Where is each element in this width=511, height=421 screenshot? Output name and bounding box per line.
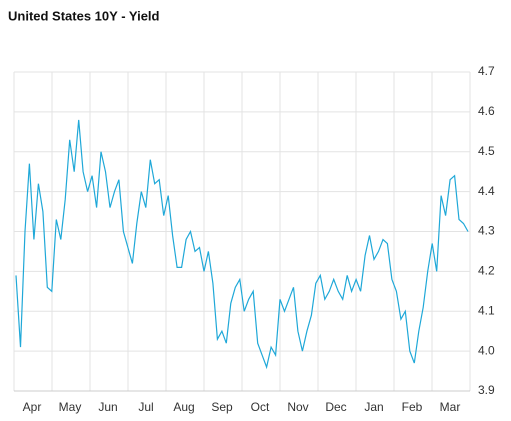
x-tick-label: Sep [211, 400, 233, 414]
y-tick-label: 4.6 [478, 104, 495, 118]
chart-title: United States 10Y - Yield [8, 8, 160, 23]
series-line [15, 119, 469, 370]
x-tick-label: Aug [173, 400, 194, 414]
x-tick-label: Apr [23, 400, 42, 414]
x-tick-label: Feb [402, 400, 423, 414]
x-tick-label: May [59, 400, 82, 414]
x-tick-label: Jul [138, 400, 153, 414]
y-tick-label: 4.7 [478, 64, 495, 78]
x-tick-label: Jun [98, 400, 117, 414]
y-tick-label: 4.1 [478, 303, 495, 317]
y-tick-label: 4.5 [478, 144, 495, 158]
x-tick-label: Jan [364, 400, 383, 414]
y-tick-label: 4.2 [478, 264, 495, 278]
y-tick-label: 4.0 [478, 343, 495, 357]
x-tick-label: Mar [440, 400, 461, 414]
y-tick-label: 4.3 [478, 224, 495, 238]
x-tick-label: Dec [325, 400, 346, 414]
y-tick-label: 4.4 [478, 184, 495, 198]
x-tick-label: Oct [251, 400, 270, 414]
y-tick-label: 3.9 [478, 383, 495, 397]
x-tick-label: Nov [287, 400, 308, 414]
